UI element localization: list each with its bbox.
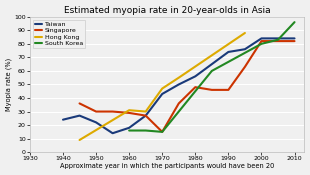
Taiwan — [111, 132, 114, 134]
X-axis label: Approximate year in which the participants would have been 20: Approximate year in which the participan… — [60, 163, 274, 169]
Y-axis label: Myopia rate (%): Myopia rate (%) — [6, 58, 12, 111]
Taiwan — [227, 51, 230, 53]
Singapore — [293, 40, 296, 42]
Taiwan — [177, 83, 181, 86]
Taiwan — [210, 63, 214, 65]
Hong Kong — [160, 88, 164, 90]
Singapore — [259, 40, 263, 42]
Singapore — [227, 89, 230, 91]
Taiwan — [144, 115, 148, 117]
Taiwan — [259, 37, 263, 39]
South Korea — [160, 131, 164, 133]
Taiwan — [78, 115, 82, 117]
Hong Kong — [78, 139, 82, 141]
Taiwan — [276, 37, 280, 39]
Taiwan — [127, 127, 131, 129]
Line: Singapore: Singapore — [80, 41, 294, 132]
South Korea — [210, 70, 214, 72]
Line: South Korea: South Korea — [129, 22, 294, 132]
Singapore — [111, 110, 114, 113]
Singapore — [276, 40, 280, 42]
Legend: Taiwan, Singapore, Hong Kong, South Korea: Taiwan, Singapore, Hong Kong, South Kore… — [33, 20, 85, 48]
Taiwan — [160, 93, 164, 95]
Line: Hong Kong: Hong Kong — [80, 33, 245, 140]
Singapore — [177, 102, 181, 104]
Singapore — [193, 86, 197, 88]
South Korea — [293, 21, 296, 23]
Taiwan — [61, 119, 65, 121]
Taiwan — [293, 37, 296, 39]
Singapore — [243, 66, 247, 68]
South Korea — [259, 43, 263, 45]
Taiwan — [94, 121, 98, 123]
Singapore — [144, 115, 148, 117]
Hong Kong — [177, 77, 181, 79]
Singapore — [127, 112, 131, 114]
South Korea — [127, 130, 131, 132]
Singapore — [78, 102, 82, 104]
Hong Kong — [144, 110, 148, 113]
South Korea — [144, 130, 148, 132]
Line: Taiwan: Taiwan — [63, 38, 294, 133]
Taiwan — [193, 75, 197, 77]
Hong Kong — [243, 32, 247, 34]
Singapore — [210, 89, 214, 91]
Singapore — [160, 131, 164, 133]
Taiwan — [243, 48, 247, 50]
Hong Kong — [127, 109, 131, 111]
Title: Estimated myopia rate in 20-year-olds in Asia: Estimated myopia rate in 20-year-olds in… — [64, 6, 271, 15]
South Korea — [276, 39, 280, 41]
Singapore — [94, 110, 98, 113]
